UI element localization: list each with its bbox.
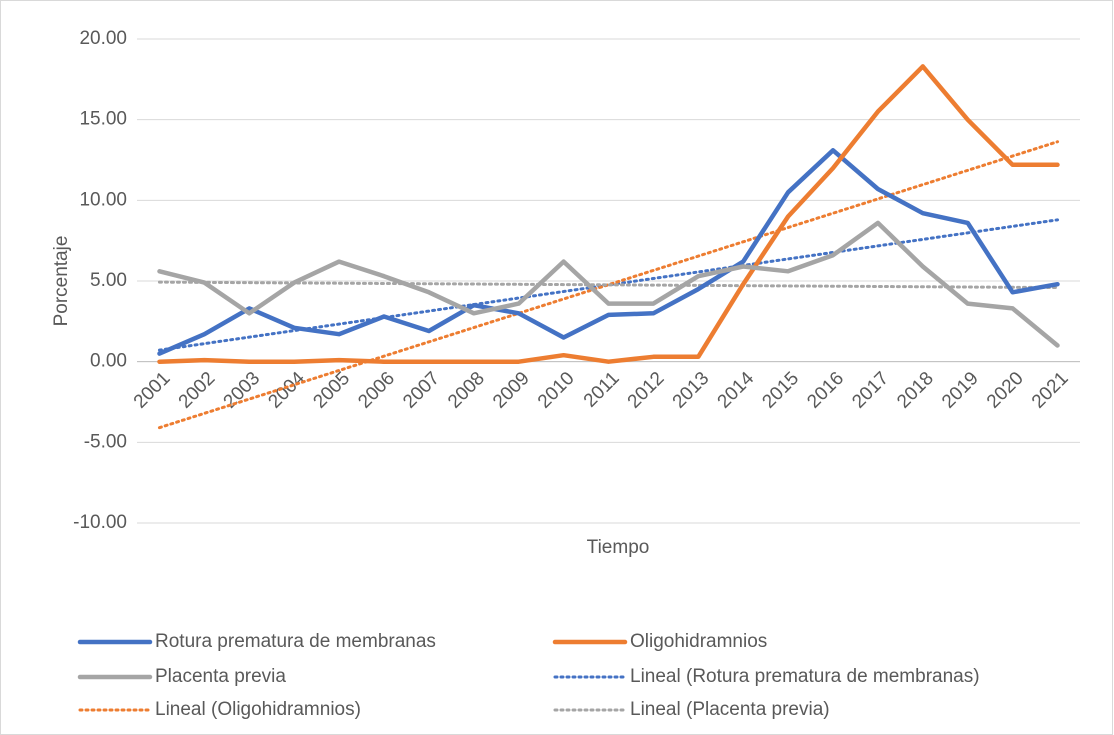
series-line bbox=[157, 220, 1060, 348]
trend-line bbox=[157, 280, 1060, 290]
y-tick-label: 15.00 bbox=[79, 109, 127, 130]
y-tick-label: 20.00 bbox=[79, 28, 127, 49]
legend-label: Lineal (Rotura prematura de membranas) bbox=[630, 666, 980, 687]
series-line bbox=[157, 148, 1060, 356]
y-tick-label: 0.00 bbox=[90, 351, 127, 372]
series-line bbox=[157, 64, 1060, 364]
legend-label: Lineal (Placenta previa) bbox=[630, 699, 830, 720]
legend-label: Oligohidramnios bbox=[630, 631, 767, 652]
legend-label: Rotura prematura de membranas bbox=[155, 631, 436, 652]
legend-label: Placenta previa bbox=[155, 666, 286, 687]
y-tick-label: -5.00 bbox=[84, 431, 127, 452]
legend-label: Lineal (Oligohidramnios) bbox=[155, 699, 361, 720]
y-tick-label: -10.00 bbox=[73, 512, 127, 533]
y-tick-label: 5.00 bbox=[90, 270, 127, 291]
y-axis-title: Porcentaje bbox=[51, 236, 72, 327]
x-axis-title: Tiempo bbox=[587, 537, 650, 558]
y-tick-label: 10.00 bbox=[79, 189, 127, 210]
